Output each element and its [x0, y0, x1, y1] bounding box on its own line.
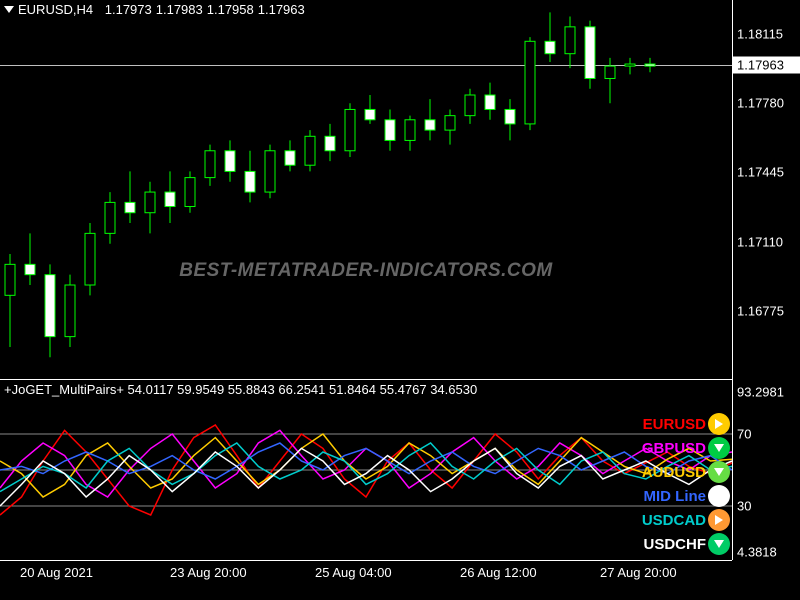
pair-badge-icon	[708, 509, 730, 531]
price-tick: 1.17110	[737, 234, 783, 249]
pair-legend-item: MID Line	[642, 484, 730, 508]
indicator-tick: 70	[737, 427, 751, 442]
price-tick: 1.16775	[737, 303, 784, 318]
ohlc-l: 1.17958	[207, 2, 254, 17]
price-axis: 1.18115 1.17780 1.17445 1.17110 1.16775 1.179…	[732, 0, 800, 380]
indicator-axis: 93.2981 70 30 4.3818	[732, 380, 800, 560]
ohlc-h: 1.17983	[156, 2, 203, 17]
dropdown-icon[interactable]	[4, 6, 14, 13]
pair-legend-item: USDCHF	[642, 532, 730, 556]
watermark: BEST-METATRADER-INDICATORS.COM	[179, 260, 553, 282]
time-tick: 27 Aug 20:00	[600, 565, 677, 580]
indicator-title: +JoGET_MultiPairs+ 54.0117 59.9549 55.88…	[4, 382, 477, 397]
current-price-label: 1.17963	[733, 57, 800, 74]
indicator-tick: 30	[737, 499, 751, 514]
pair-badge-icon	[708, 533, 730, 555]
symbol-label: EURUSD,H4	[18, 2, 93, 17]
pair-legend: EURUSD GBPUSD AUDUSD MID Line USDCAD USD…	[642, 412, 730, 556]
price-tick: 1.17445	[737, 165, 784, 180]
pair-legend-item: EURUSD	[642, 412, 730, 436]
ohlc-c: 1.17963	[258, 2, 305, 17]
pair-badge-icon	[708, 461, 730, 483]
chart-header: EURUSD,H4 1.17973 1.17983 1.17958 1.1796…	[4, 2, 305, 17]
pair-legend-item: AUDUSD	[642, 460, 730, 484]
indicator-tick: 4.3818	[737, 545, 777, 560]
pair-legend-item: USDCAD	[642, 508, 730, 532]
pair-badge-icon	[708, 413, 730, 435]
time-tick: 26 Aug 12:00	[460, 565, 537, 580]
pair-badge-icon	[708, 485, 730, 507]
indicator-tick: 93.2981	[737, 385, 784, 400]
price-tick: 1.17780	[737, 96, 784, 111]
time-tick: 20 Aug 2021	[20, 565, 93, 580]
pair-badge-icon	[708, 437, 730, 459]
indicator-panel[interactable]: +JoGET_MultiPairs+ 54.0117 59.9549 55.88…	[0, 380, 732, 560]
time-tick: 23 Aug 20:00	[170, 565, 247, 580]
ohlc-o: 1.17973	[105, 2, 152, 17]
price-chart[interactable]: BEST-METATRADER-INDICATORS.COM	[0, 0, 732, 380]
price-tick: 1.18115	[737, 27, 783, 42]
time-axis: 20 Aug 2021 23 Aug 20:00 25 Aug 04:00 26 Au…	[0, 560, 732, 600]
time-tick: 25 Aug 04:00	[315, 565, 392, 580]
pair-legend-item: GBPUSD	[642, 436, 730, 460]
